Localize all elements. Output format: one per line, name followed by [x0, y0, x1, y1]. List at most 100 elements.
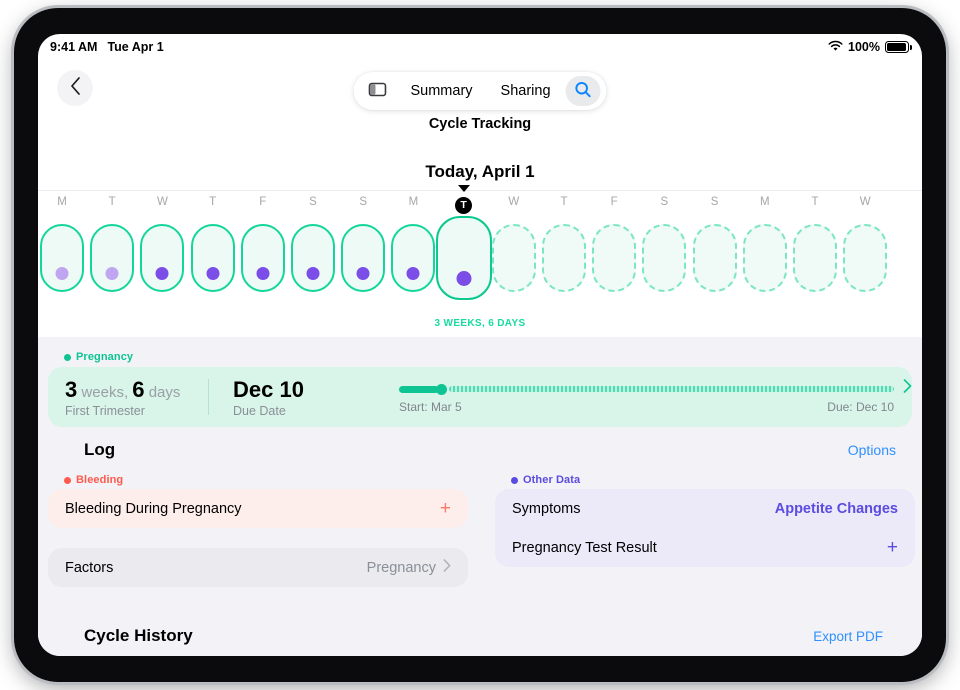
day-label-6: S	[359, 196, 368, 208]
pregnancy-card[interactable]: 3 weeks, 6 days First Trimester Dec 10 D…	[48, 367, 912, 427]
chevron-left-icon	[70, 76, 81, 100]
day-pill-7[interactable]	[391, 224, 436, 292]
list-item[interactable]: Symptoms Appetite Changes	[495, 489, 915, 528]
pregnancy-days-word: days	[148, 383, 181, 401]
status-bar-left: 9:41 AM Tue Apr 1	[50, 40, 164, 54]
today-marker-icon	[457, 185, 470, 192]
card-divider	[208, 379, 209, 415]
add-bleeding-icon[interactable]: +	[439, 498, 451, 519]
day-dot-6	[356, 267, 370, 280]
day-dot-2	[155, 267, 169, 280]
progress-track[interactable]	[399, 383, 894, 395]
status-date: Tue Apr 1	[107, 40, 164, 54]
today-title: Today, April 1	[425, 162, 535, 181]
other-data-dot-icon	[511, 476, 518, 484]
day-label-2: W	[156, 196, 168, 208]
day-label-5: S	[309, 196, 317, 208]
day-label-1: T	[108, 196, 116, 208]
day-pill-row	[38, 216, 922, 314]
day-dot-5	[306, 267, 320, 280]
progress-fill	[399, 385, 439, 393]
day-label-11: F	[610, 196, 618, 208]
progress-start-label: Start: Mar 5	[399, 400, 462, 414]
screen: 9:41 AM Tue Apr 1 100%	[38, 34, 922, 656]
progress-remaining	[449, 386, 894, 392]
battery-percent: 100%	[848, 40, 880, 54]
factors-card: Factors Pregnancy	[48, 548, 468, 587]
day-pill-3[interactable]	[190, 224, 235, 292]
chevron-right-icon[interactable]	[903, 379, 912, 398]
day-pill-0[interactable]	[40, 224, 84, 292]
page-title: Cycle Tracking	[428, 116, 532, 132]
list-item[interactable]: Factors Pregnancy	[48, 548, 468, 587]
day-label-14: M	[760, 196, 770, 208]
due-date-value: Dec 10	[233, 376, 304, 402]
list-item[interactable]: Bleeding During Pregnancy +	[48, 489, 468, 528]
day-pill-12[interactable]	[642, 224, 687, 292]
log-title: Log	[84, 440, 116, 459]
sidebar-toggle-button[interactable]	[359, 76, 395, 106]
day-pill-15[interactable]	[793, 224, 837, 292]
day-label-13: S	[710, 196, 719, 208]
progress-due-label: Due: Dec 10	[827, 400, 894, 414]
status-time: 9:41 AM	[50, 40, 98, 54]
pregnancy-dot-icon	[64, 353, 71, 361]
export-pdf-link[interactable]: Export PDF	[813, 629, 883, 644]
day-label-12: S	[660, 196, 669, 208]
segmented-control: Summary Sharing	[353, 72, 607, 110]
content-area: Pregnancy 3 weeks, 6 days First Trimeste…	[38, 337, 922, 656]
day-pill-5[interactable]	[291, 224, 335, 292]
day-pill-16[interactable]	[843, 224, 888, 292]
pregnancy-weeks-line: 3 weeks, 6 days	[65, 377, 208, 403]
nav-bar: Summary Sharing	[38, 60, 922, 122]
day-label-3: T	[209, 196, 217, 208]
pregnancy-days-number: 6	[132, 376, 145, 402]
pregnancy-duration: 3 weeks, 6 days First Trimester	[48, 377, 208, 418]
day-pill-9[interactable]	[491, 224, 536, 292]
day-label-8: T	[455, 197, 473, 214]
symptoms-row-label: Symptoms	[512, 500, 581, 517]
day-dot-4	[256, 267, 270, 280]
progress-knob[interactable]	[436, 383, 447, 395]
options-link[interactable]: Options	[847, 442, 896, 458]
day-pill-4[interactable]	[240, 224, 285, 292]
day-label-10: T	[560, 196, 568, 208]
day-pill-2[interactable]	[140, 224, 185, 292]
bleeding-tag-label: Bleeding	[76, 474, 124, 486]
pregnancy-weeks-number: 3	[65, 376, 78, 402]
search-button[interactable]	[565, 76, 601, 106]
day-pill-10[interactable]	[542, 224, 586, 292]
trimester-label: First Trimester	[65, 403, 145, 418]
day-dot-0	[55, 267, 69, 280]
cycle-history-bar: Cycle History Export PDF	[38, 612, 922, 656]
list-item[interactable]: Pregnancy Test Result +	[495, 528, 915, 567]
day-label-7: M	[408, 196, 419, 208]
day-label-0: M	[57, 196, 67, 208]
status-bar: 9:41 AM Tue Apr 1 100%	[38, 34, 922, 60]
wifi-icon	[828, 40, 843, 55]
factors-row-label: Factors	[65, 559, 114, 576]
tab-summary[interactable]: Summary	[410, 83, 473, 99]
tab-sharing[interactable]: Sharing	[500, 83, 551, 99]
day-pill-8[interactable]	[435, 216, 492, 300]
day-dot-7	[406, 267, 420, 280]
other-data-section-tag: Other Data	[511, 474, 580, 486]
day-pill-6[interactable]	[341, 224, 386, 292]
pregnancy-progress[interactable]: Start: Mar 5 Due: Dec 10	[399, 367, 912, 427]
day-pill-14[interactable]	[742, 224, 787, 292]
chevron-right-icon[interactable]	[443, 559, 451, 576]
day-pill-11[interactable]	[592, 224, 637, 292]
factors-row-value: Pregnancy	[366, 559, 436, 576]
bleeding-section-tag: Bleeding	[64, 474, 123, 486]
pregnancy-test-row-label: Pregnancy Test Result	[512, 539, 657, 556]
back-button[interactable]	[57, 70, 93, 106]
pregnancy-tag-label: Pregnancy	[76, 351, 134, 363]
add-pregnancy-test-icon[interactable]: +	[886, 537, 898, 558]
day-label-9: W	[508, 196, 520, 208]
cycle-history-title: Cycle History	[84, 626, 193, 645]
symptoms-row-value[interactable]: Appetite Changes	[774, 500, 898, 517]
day-pill-13[interactable]	[692, 224, 737, 292]
day-pill-1[interactable]	[90, 224, 135, 292]
sidebar-toggle-icon	[368, 82, 387, 101]
